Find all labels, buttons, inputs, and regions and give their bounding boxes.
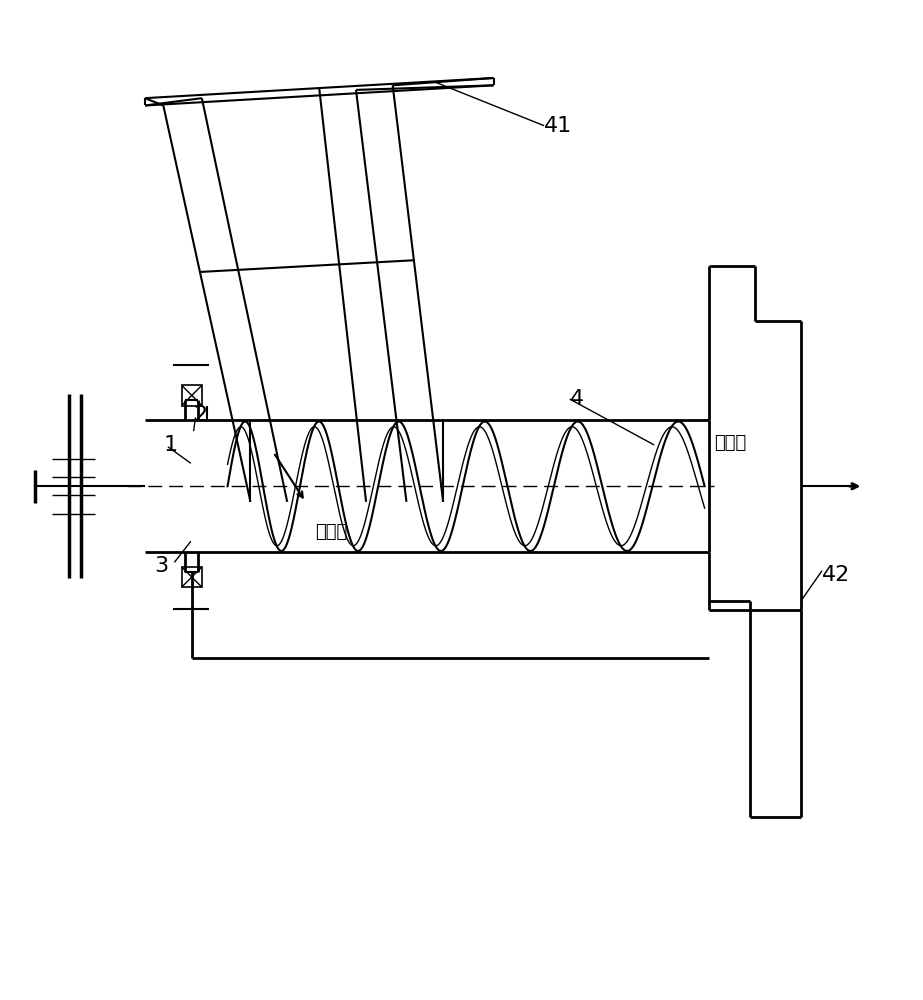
Text: 2: 2 [194, 405, 208, 425]
Text: 1: 1 [163, 435, 177, 455]
Bar [182, 385, 202, 406]
Text: 42: 42 [822, 565, 850, 585]
Text: 3: 3 [154, 556, 168, 576]
Text: 4: 4 [569, 389, 584, 409]
Text: 41: 41 [544, 116, 572, 136]
Text: 物料进: 物料进 [315, 523, 347, 541]
Text: 物料出: 物料出 [713, 434, 746, 452]
Bar [182, 567, 202, 587]
